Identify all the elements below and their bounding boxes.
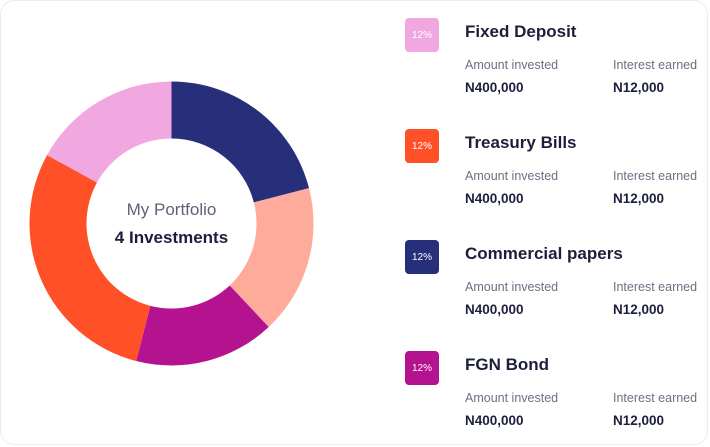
investment-list: 12% Fixed Deposit Amount invested Intere… <box>405 18 705 444</box>
investment-item-treasury-bills[interactable]: 12% Treasury Bills Amount invested Inter… <box>405 129 705 240</box>
interest-earned-value: N12,000 <box>613 413 665 428</box>
donut-svg <box>29 81 314 366</box>
amount-invested-label: Amount invested <box>465 280 559 294</box>
amount-invested-value: N400,000 <box>465 413 524 428</box>
interest-earned-label: Interest earned <box>613 280 698 294</box>
donut-segment-4 <box>29 155 151 362</box>
interest-earned-value: N12,000 <box>613 191 665 206</box>
investment-item-commercial-papers[interactable]: 12% Commercial papers Amount invested In… <box>405 240 705 351</box>
amount-invested-label: Amount invested <box>465 391 559 405</box>
investment-name: Treasury Bills <box>465 133 577 152</box>
percent-badge: 12% <box>405 18 439 52</box>
portfolio-donut-chart: My Portfolio 4 Investments <box>29 81 314 366</box>
percent-badge: 12% <box>405 240 439 274</box>
investment-item-fixed-deposit[interactable]: 12% Fixed Deposit Amount invested Intere… <box>405 18 705 129</box>
amount-invested-value: N400,000 <box>465 80 524 95</box>
interest-earned-value: N12,000 <box>613 80 665 95</box>
percent-badge: 12% <box>405 351 439 385</box>
investment-name: Fixed Deposit <box>465 22 577 41</box>
amount-invested-value: N400,000 <box>465 302 524 317</box>
amount-invested-label: Amount invested <box>465 58 559 72</box>
interest-earned-value: N12,000 <box>613 302 665 317</box>
percent-badge: 12% <box>405 129 439 163</box>
donut-segment-5 <box>47 81 172 183</box>
amount-invested-label: Amount invested <box>465 169 559 183</box>
amount-invested-value: N400,000 <box>465 191 524 206</box>
investment-name: Commercial papers <box>465 244 623 263</box>
donut-segment-3 <box>136 285 269 366</box>
donut-segment-2 <box>229 188 314 328</box>
investment-name: FGN Bond <box>465 355 550 374</box>
donut-segment-1 <box>171 81 310 203</box>
investment-item-fgn-bond[interactable]: 12% FGN Bond Amount invested Interest ea… <box>405 351 705 444</box>
interest-earned-label: Interest earned <box>613 58 698 72</box>
interest-earned-label: Interest earned <box>613 169 698 183</box>
interest-earned-label: Interest earned <box>613 391 698 405</box>
